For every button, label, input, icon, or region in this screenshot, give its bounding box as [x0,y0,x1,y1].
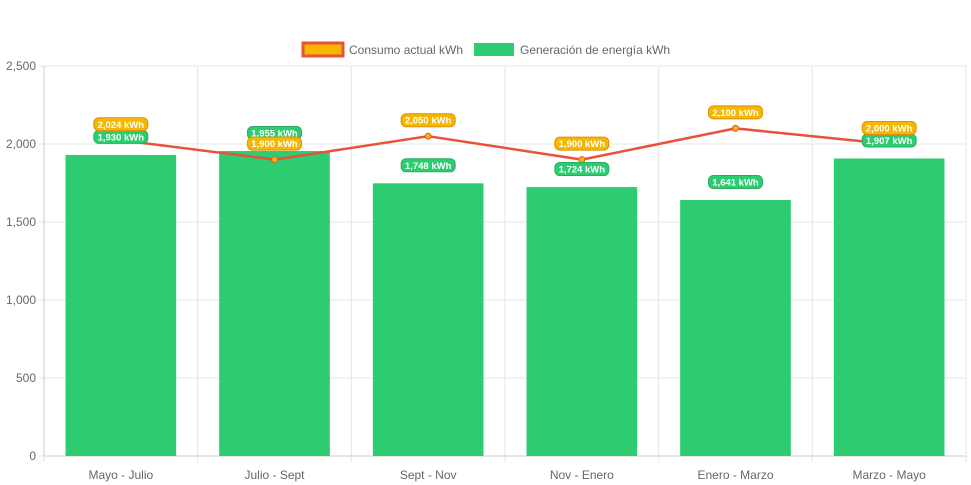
data-label-bg [400,158,456,173]
data-label: 2,000 kWh [866,124,913,135]
x-tick-label: Mayo - Julio [88,468,153,482]
data-label: 1,724 kWh [559,165,606,176]
data-label-bg [400,113,456,128]
bar [526,187,638,456]
bar [372,183,484,456]
data-label-bg [554,162,610,177]
y-tick-label: 0 [29,449,36,463]
line-point [732,124,739,132]
line-point [271,156,278,164]
line-path [120,127,890,161]
y-tick-label: 500 [16,371,36,385]
x-tick-label: Enero - Marzo [697,468,773,482]
data-label-bg [861,121,917,135]
y-tick-label: 2,500 [6,59,36,73]
data-label: 1,900 kWh [251,139,298,150]
data-label-bg [247,136,302,151]
bar-series [65,151,945,457]
x-tick-label: Marzo - Mayo [852,468,926,482]
data-label-bg [554,136,610,151]
line-point [578,156,586,164]
x-axis-labels: Mayo - Julio Julio - Sept Sept - Nov Nov - … [88,468,926,482]
y-tick-label: 1,000 [6,293,36,307]
data-labels: 1,930 kWh 1,955 kWh 1,748 kWh 1,724 kWh 1,64… [93,105,917,190]
data-label: 1,641 kWh [712,178,759,189]
bar [65,154,177,457]
y-tick-label: 2,000 [6,137,36,151]
x-tick-label: Nov - Enero [550,468,614,482]
data-label: 1,748 kWh [405,161,452,172]
data-label-bg [708,105,763,120]
data-label: 1,900 kWh [559,139,606,150]
data-label: 1,955 kWh [251,129,298,140]
line-point [424,132,432,140]
legend-label-generacion: Generación de energía kWh [520,43,670,57]
legend-item-generacion[interactable]: Generación de energía kWh [474,43,670,57]
legend-swatch-consumo [301,41,345,58]
x-tick-label: Sept - Nov [400,468,457,482]
legend: Consumo actual kWh Generación de energía… [301,41,670,58]
x-tick-label: Julio - Sept [244,468,305,482]
bar [680,200,791,456]
data-label: 2,024 kWh [98,120,145,131]
bar [833,158,945,456]
bar [219,151,330,456]
y-axis-labels: 0 500 1,000 1,500 2,000 2,500 [6,59,36,463]
data-label: 2,050 kWh [405,116,452,127]
y-tick-label: 1,500 [6,215,36,229]
data-label: 1,930 kWh [98,132,145,143]
legend-swatch-generacion [474,43,514,56]
grid-lines [39,65,967,462]
legend-label-consumo: Consumo actual kWh [349,43,463,57]
data-label: 2,100 kWh [712,108,759,119]
data-label: 1,907 kWh [866,136,913,147]
legend-item-consumo[interactable]: Consumo actual kWh [301,41,463,58]
data-label-bg [93,117,149,132]
data-label-bg [708,175,763,190]
